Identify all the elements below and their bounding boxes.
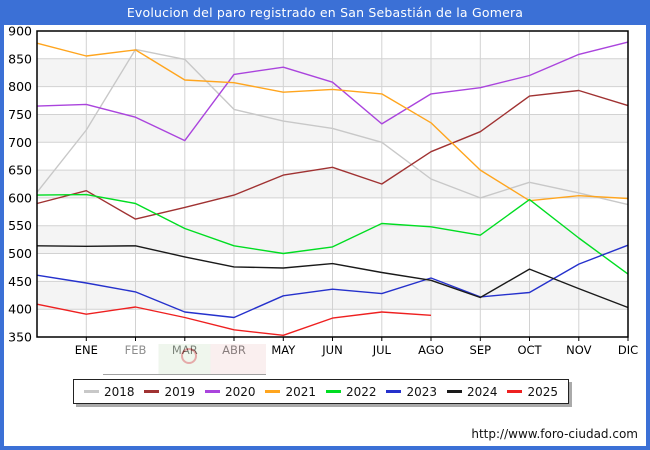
legend-label: 2021 — [285, 384, 316, 399]
legend-label: 2025 — [527, 384, 558, 399]
series-line-2023 — [36, 244, 629, 319]
flag-emblem-icon — [181, 348, 198, 364]
chart-title: Evolucion del paro registrado en San Seb… — [126, 5, 524, 20]
legend-swatch-icon — [325, 390, 341, 393]
legend-label: 2024 — [466, 384, 498, 399]
x-tick-label-SEP: SEP — [470, 343, 492, 357]
series-line-2024 — [36, 245, 629, 309]
website-url: http://www.foro-ciudad.com — [471, 427, 638, 441]
y-tick-label: 600 — [8, 190, 32, 205]
x-tick-label-AGO: AGO — [418, 343, 444, 357]
y-tick-label: 550 — [8, 218, 32, 233]
legend-item-2025: 2025 — [507, 385, 558, 399]
x-tick-label-OCT: OCT — [517, 343, 542, 357]
legend-swatch-icon — [446, 390, 462, 393]
legend-label: 2022 — [345, 384, 377, 399]
flag-watermark — [103, 344, 266, 375]
series-line-2025 — [36, 303, 432, 336]
x-tick-label-DIC: DIC — [618, 343, 638, 357]
legend-label: 2023 — [406, 384, 437, 399]
legend-swatch-icon — [507, 390, 523, 393]
series-line-2022 — [36, 193, 629, 275]
legend-item-2024: 2024 — [446, 384, 498, 399]
y-tick-label: 350 — [8, 330, 32, 345]
y-tick-label: 700 — [8, 135, 32, 150]
x-tick-label-MAY: MAY — [271, 343, 296, 357]
legend-item-2019: 2019 — [144, 385, 195, 399]
legend-item-2021: 2021 — [265, 385, 316, 399]
legend-swatch-icon — [204, 390, 220, 393]
legend-swatch-icon — [386, 390, 402, 393]
legend-label: 2018 — [103, 384, 135, 399]
y-tick-label: 400 — [8, 302, 32, 317]
y-tick-label: 750 — [8, 107, 32, 122]
legend-item-2022: 2022 — [325, 384, 377, 399]
legend-item-2020: 2020 — [204, 384, 256, 399]
legend-label: 2019 — [164, 384, 195, 399]
legend-swatch-icon — [265, 390, 281, 393]
legend-item-2023: 2023 — [386, 385, 437, 399]
y-tick-label: 800 — [8, 79, 32, 94]
legend: 2018 2019 2020 2021 2022 2023 2024 2025 — [73, 379, 569, 404]
x-tick-label-NOV: NOV — [566, 343, 591, 357]
x-tick-label-JUL: JUL — [372, 343, 392, 357]
y-tick-label: 450 — [8, 274, 32, 289]
title-bar: Evolucion del paro registrado en San Seb… — [0, 0, 650, 25]
legend-item-2018: 2018 — [83, 384, 135, 399]
legend-swatch-icon — [144, 390, 160, 393]
x-tick-label-ENE: ENE — [75, 343, 98, 357]
y-tick-label: 500 — [8, 246, 32, 261]
legend-swatch-icon — [83, 390, 99, 393]
y-tick-label: 650 — [8, 163, 32, 178]
y-tick-label: 850 — [8, 51, 32, 66]
series-line-2020 — [36, 41, 629, 142]
series-line-2021 — [36, 42, 629, 202]
series-line-2019 — [36, 89, 629, 220]
legend-label: 2020 — [224, 384, 256, 399]
x-tick-label-JUN: JUN — [321, 343, 342, 357]
y-tick-label: 900 — [8, 24, 32, 39]
